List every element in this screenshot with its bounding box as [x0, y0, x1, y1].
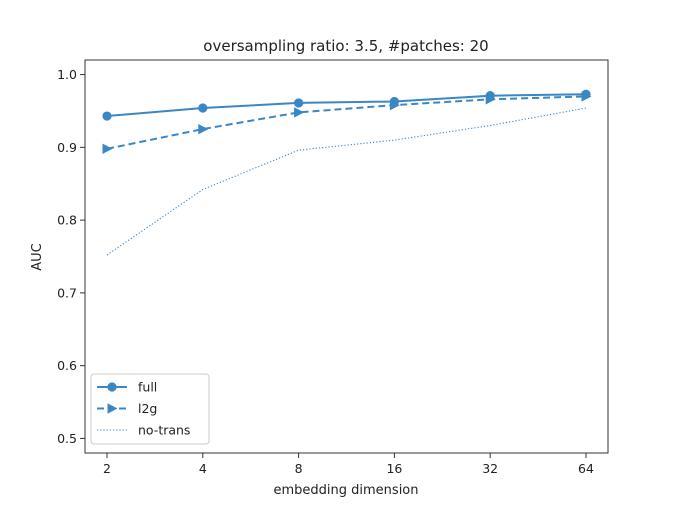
- legend-item-l2g: l2g: [97, 401, 157, 416]
- legend-label-l2g: l2g: [138, 401, 157, 416]
- data-point-l2g: [102, 143, 113, 154]
- data-point-l2g: [389, 99, 400, 111]
- data-point-full: [198, 103, 208, 113]
- legend-marker-full: [107, 382, 117, 392]
- data-point-l2g: [198, 123, 209, 135]
- y-tick-label: 0.9: [57, 140, 77, 155]
- legend-item-full: full: [97, 380, 157, 395]
- chart-title: oversampling ratio: 3.5, #patches: 20: [203, 37, 488, 55]
- plot-frame: [84, 59, 609, 454]
- y-axis: 0.5 0.6 0.7 0.8 0.9 1.0: [57, 67, 85, 446]
- data-point-full: [102, 111, 112, 121]
- legend-label-no-trans: no-trans: [138, 423, 190, 438]
- legend-marker-l2g: [107, 403, 118, 414]
- data-point-l2g: [581, 91, 592, 102]
- series-no-trans: [106, 107, 587, 256]
- y-tick-label: 0.5: [57, 431, 77, 446]
- y-tick-label: 1.0: [57, 67, 77, 82]
- data-point-l2g: [485, 94, 496, 105]
- y-tick-label: 0.7: [57, 285, 77, 300]
- data-point-l2g: [294, 107, 305, 118]
- x-tick-label: 2: [103, 461, 111, 476]
- x-tick-label: 16: [386, 461, 402, 476]
- series-layer: [102, 89, 592, 256]
- x-axis-label: embedding dimension: [274, 483, 419, 498]
- legend-label-full: full: [138, 380, 157, 395]
- series-l2g: [102, 91, 592, 154]
- x-tick-label: 8: [295, 461, 303, 476]
- x-axis: 2 4 8 16 32 64: [103, 453, 594, 476]
- series-line-no-trans: [106, 107, 587, 256]
- x-tick-label: 64: [578, 461, 594, 476]
- y-axis-label: AUC: [30, 243, 45, 271]
- data-point-full: [294, 98, 304, 108]
- legend: full l2g no-trans: [90, 373, 210, 445]
- legend-item-no-trans: no-trans: [97, 423, 190, 438]
- legend-frame: [90, 373, 210, 445]
- x-tick-label: 4: [199, 461, 207, 476]
- x-tick-label: 32: [482, 461, 498, 476]
- y-tick-label: 0.6: [57, 358, 77, 373]
- y-tick-label: 0.8: [57, 213, 77, 228]
- series-line-l2g: [106, 95, 587, 150]
- series-line-full: [106, 93, 587, 117]
